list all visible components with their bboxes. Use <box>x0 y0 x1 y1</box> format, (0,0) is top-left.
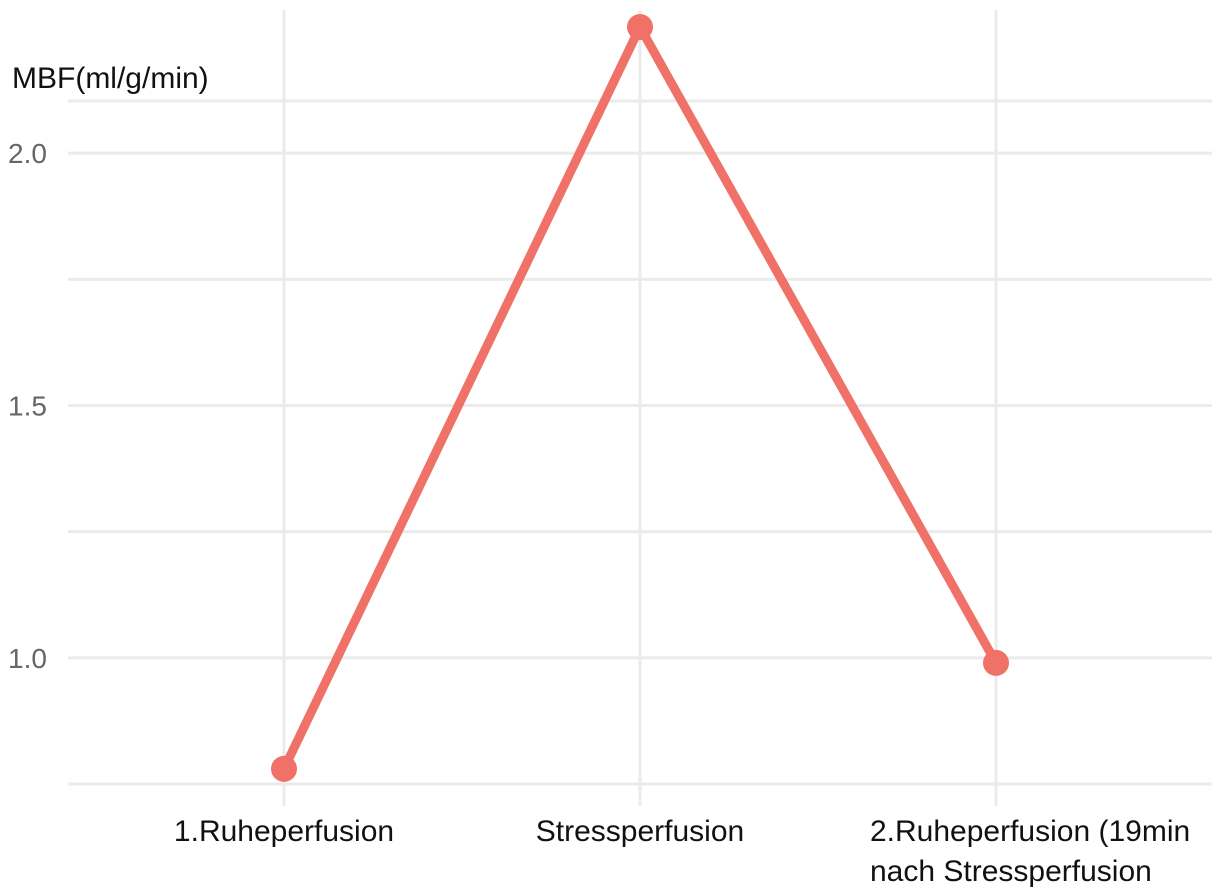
data-point-3 <box>983 649 1009 676</box>
data-point-2 <box>627 14 653 40</box>
series-group <box>271 14 1009 782</box>
x-tick-label-1: 1.Ruheperfusion <box>174 815 394 848</box>
y-tick-label-2: 1.5 <box>8 391 47 422</box>
x-tick-label-3: 2.Ruheperfusion (19min nach Stressperfusi… <box>870 815 1190 888</box>
y-axis-ticks: 1.0 1.5 2.0 <box>8 138 47 674</box>
gridlines <box>68 10 1212 806</box>
y-axis-label: MBF(ml/g/min) <box>12 62 209 95</box>
data-point-1 <box>271 755 297 782</box>
x-axis-ticks: 1.Ruheperfusion Stressperfusion 2.Ruheperf… <box>174 815 1190 888</box>
x-tick-label-2: Stressperfusion <box>536 815 744 848</box>
y-tick-label-3: 2.0 <box>8 138 47 169</box>
y-tick-label-1: 1.0 <box>8 643 47 674</box>
